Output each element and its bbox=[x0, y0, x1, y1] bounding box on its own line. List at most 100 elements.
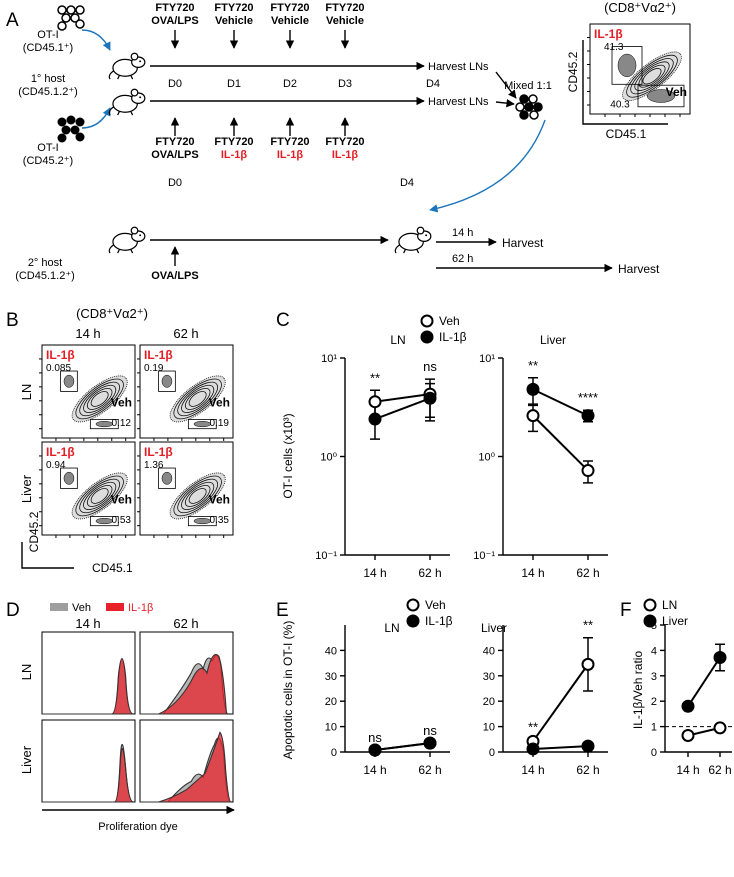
gate-value: 41.3 bbox=[604, 42, 624, 53]
density-contour bbox=[188, 391, 207, 407]
gate-label: Veh bbox=[111, 492, 132, 506]
density-contour bbox=[177, 478, 219, 514]
gate-label: IL-1β bbox=[594, 27, 623, 41]
x-tick-label: 62 h bbox=[418, 566, 441, 580]
series-line bbox=[374, 393, 431, 403]
data-point bbox=[368, 395, 382, 409]
legend-label: Veh bbox=[72, 602, 91, 614]
gate-value: 0.94 bbox=[46, 460, 66, 471]
x-tick-label: 14 h bbox=[521, 763, 544, 777]
legend-label: Veh bbox=[439, 314, 460, 328]
significance: ** bbox=[528, 719, 538, 734]
legend-label: IL-1β bbox=[425, 614, 453, 628]
histogram bbox=[140, 731, 232, 803]
legend-marker bbox=[643, 598, 657, 612]
cell-cluster bbox=[193, 518, 211, 525]
data-point bbox=[581, 409, 595, 423]
treatments: FTY720OVA/LPSFTY720OVA/LPSFTY720VehicleF… bbox=[151, 2, 364, 161]
treatment: FTY720 bbox=[214, 136, 253, 148]
density-contour bbox=[90, 391, 109, 407]
cell-cluster bbox=[63, 471, 75, 485]
data-point bbox=[713, 651, 727, 665]
gate bbox=[60, 370, 78, 392]
mixed-cells bbox=[515, 94, 543, 120]
x-tick-label: 14 h bbox=[676, 763, 699, 777]
gate bbox=[637, 84, 685, 108]
treatment: FTY720 bbox=[325, 136, 364, 148]
significance: ** bbox=[370, 370, 380, 385]
density-contour bbox=[75, 378, 124, 420]
treatment: IL-1β bbox=[332, 149, 359, 161]
arrow bbox=[495, 71, 517, 99]
density-contour bbox=[630, 58, 674, 95]
density-contour bbox=[71, 375, 128, 423]
density-contour bbox=[173, 378, 222, 420]
gate-label: IL-1β bbox=[46, 445, 75, 459]
gate-label: IL-1β bbox=[46, 348, 75, 362]
panel-label: D bbox=[6, 600, 20, 621]
day: D3 bbox=[338, 78, 352, 90]
y-tick-label: 20 bbox=[483, 696, 495, 708]
harvest-label: Harvest LNs bbox=[428, 96, 489, 108]
y-tick-label: 10⁻¹ bbox=[315, 550, 337, 562]
data-point bbox=[526, 409, 540, 423]
y-tick-label: 20 bbox=[325, 696, 337, 708]
x-tick-label: 62 h bbox=[576, 763, 599, 777]
legend-marker bbox=[420, 330, 434, 344]
y-tick-label: 10¹ bbox=[321, 353, 337, 365]
treatment: FTY720 bbox=[270, 136, 309, 148]
gate-label: Veh bbox=[666, 85, 687, 99]
host-label: (CD45.1.2⁺) bbox=[15, 270, 75, 282]
mouse bbox=[394, 226, 432, 254]
significance: ** bbox=[528, 358, 538, 373]
legend-label: LN bbox=[662, 598, 677, 612]
gate-label: IL-1β bbox=[144, 348, 173, 362]
data-point bbox=[581, 464, 595, 478]
harvest-label: Harvest LNs bbox=[428, 61, 489, 73]
density-contour bbox=[79, 478, 121, 514]
legend-swatch bbox=[50, 603, 68, 611]
charts: 10⁻¹ 10⁰ 10¹ 14 h 62 h LN OT-I cells (x10³) Veh… bbox=[281, 314, 732, 777]
density-contour bbox=[642, 68, 662, 85]
density-contour bbox=[90, 488, 109, 504]
chart-title: LN bbox=[384, 621, 399, 635]
x-axis-label: Proliferation dye bbox=[98, 821, 178, 833]
y-tick-label: 40 bbox=[325, 645, 337, 657]
y-tick-label: 3 bbox=[651, 671, 657, 683]
gate bbox=[611, 46, 643, 85]
x-tick-label: 14 h bbox=[363, 566, 386, 580]
data-point bbox=[368, 412, 382, 426]
treatment: FTY720 bbox=[214, 2, 253, 14]
cell-cluster bbox=[617, 53, 637, 77]
day: D4 bbox=[426, 78, 440, 90]
treatment: Vehicle bbox=[326, 15, 364, 27]
y-tick-label: 30 bbox=[483, 671, 495, 683]
gate-value: 40.3 bbox=[610, 100, 630, 111]
y-tick-label: 0 bbox=[331, 747, 337, 759]
treatment: OVA/LPS bbox=[151, 270, 198, 282]
y-tick-label: 10¹ bbox=[479, 353, 495, 365]
treatment: IL-1β bbox=[277, 149, 304, 161]
y-tick-label: 2 bbox=[651, 696, 657, 708]
row-label: Liver bbox=[19, 474, 34, 503]
significance: ** bbox=[583, 618, 593, 633]
y-tick-label: 0 bbox=[489, 747, 495, 759]
y-tick-label: 10 bbox=[325, 722, 337, 734]
transfer-arrow bbox=[81, 107, 111, 129]
treatment: OVA/LPS bbox=[151, 149, 198, 161]
chart-title: Liver bbox=[540, 333, 566, 347]
treatment: FTY720 bbox=[155, 136, 194, 148]
transfer-arrow bbox=[81, 29, 111, 51]
gate-value: 0.35 bbox=[210, 515, 230, 526]
host-label: 1° host bbox=[31, 73, 65, 85]
time-label: 14 h bbox=[452, 227, 473, 239]
row-label: LN bbox=[19, 664, 34, 681]
donor-label: (CD45.2⁺) bbox=[23, 155, 73, 167]
legend-label: IL-1β bbox=[439, 330, 467, 344]
cell-cluster bbox=[95, 518, 113, 525]
x-tick-label: 62 h bbox=[576, 566, 599, 580]
data-point bbox=[368, 743, 382, 757]
significance: ns bbox=[368, 730, 382, 745]
panel-label: E bbox=[276, 600, 289, 621]
density-contour bbox=[71, 472, 128, 520]
